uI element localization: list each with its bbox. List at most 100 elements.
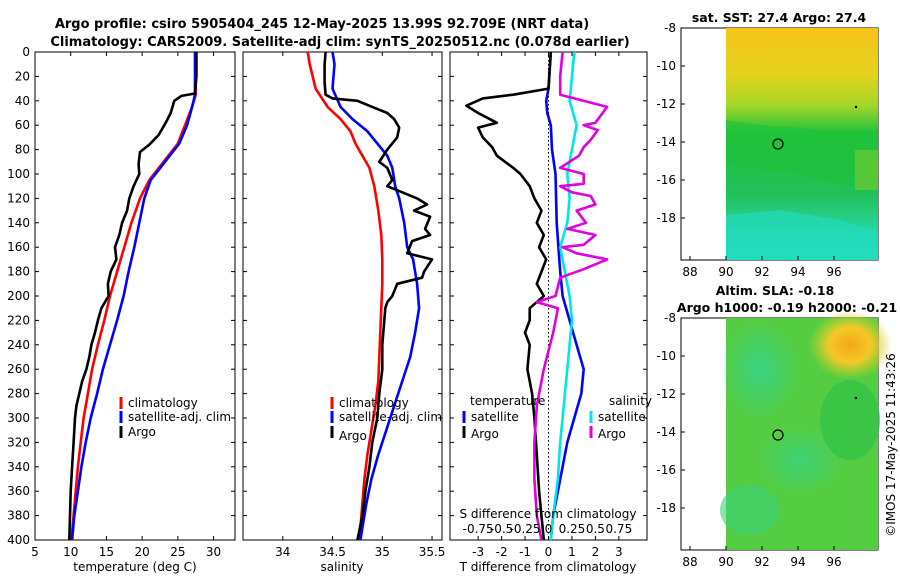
- temperature-legend: climatology satellite-adj. clim Argo: [119, 396, 231, 439]
- series-s-satellite: [549, 51, 578, 541]
- lon-tick-label: 92: [754, 555, 769, 569]
- sla-field: [720, 310, 892, 550]
- salinity-series: [306, 51, 434, 541]
- lat-tick-label: -18: [656, 501, 676, 515]
- legend-label-t-satellite: satellite: [471, 410, 519, 424]
- s-diff-tick-label: -0.5: [490, 522, 513, 536]
- temperature-axes-frame: [34, 51, 236, 541]
- legend-label-climatology: climatology: [128, 396, 198, 410]
- x-tick-label: 25: [170, 545, 185, 559]
- lat-tick-label: -18: [656, 211, 676, 225]
- depth-axis-ticks: 0 20 40 60 80 100 120 140 160 180 200 220 240 260 280 3…: [7, 45, 235, 547]
- depth-tick-label: 160: [7, 240, 30, 254]
- depth-tick-label: 360: [7, 484, 30, 498]
- depth-tick-label: 340: [7, 460, 30, 474]
- depth-tick-label: 100: [7, 167, 30, 181]
- depth-tick-label: 260: [7, 362, 30, 376]
- series-t-argo: [465, 51, 553, 541]
- depth-tick-label: 380: [7, 509, 30, 523]
- s-diff-tick-label: 0: [545, 522, 553, 536]
- x-tick-label: 35.5: [419, 545, 446, 559]
- series-climatology: [70, 52, 197, 541]
- depth-tick-label: 320: [7, 435, 30, 449]
- depth-tick-label: 140: [7, 216, 30, 230]
- temperature-xlabel: temperature (deg C): [73, 560, 196, 574]
- legend-title-salinity: salinity: [609, 394, 652, 408]
- lat-tick-label: -16: [656, 173, 676, 187]
- s-diff-tick-label: 0.25: [559, 522, 586, 536]
- lon-tick-label: 92: [754, 265, 769, 279]
- legend-label-argo: Argo: [339, 429, 367, 443]
- x-tick-label: 34: [275, 545, 290, 559]
- lat-tick-label: -10: [656, 349, 676, 363]
- lat-tick-label: -12: [656, 97, 676, 111]
- sst-map-panel: sat. SST: 27.4 Argo: 27.4 -8 -10 -12 -14 -16…: [656, 10, 879, 279]
- salinity-axis-ticks: 34 34.5 35 35.5: [275, 52, 445, 559]
- sla-map-title-line1: Altim. SLA: -0.18: [716, 283, 835, 298]
- legend-label-satellite: satellite-adj. clim: [128, 410, 231, 424]
- x-tick-label: 10: [63, 545, 78, 559]
- sla-map-panel: Altim. SLA: -0.18 Argo h1000: -0.19 h200…: [656, 283, 897, 569]
- difference-legend: temperature salinity satellite Argo sate…: [462, 394, 652, 441]
- series-argo: [323, 51, 434, 541]
- salinity-panel: 34 34.5 35 35.5 climatology satellite-adj. …: [242, 51, 445, 574]
- depth-tick-label: 0: [22, 45, 30, 59]
- legend-label-climatology: climatology: [339, 396, 409, 410]
- sst-map-title: sat. SST: 27.4 Argo: 27.4: [692, 10, 867, 25]
- depth-tick-label: 20: [15, 69, 30, 83]
- s-diff-tick-label: -0.75: [463, 522, 494, 536]
- s-diff-tick-label: 0.5: [586, 522, 605, 536]
- figure-title-line2: Climatology: CARS2009. Satellite-adj cli…: [50, 35, 629, 50]
- lat-tick-label: -14: [656, 135, 676, 149]
- depth-tick-label: 60: [15, 118, 30, 132]
- lon-tick-label: 94: [790, 555, 805, 569]
- lat-tick-label: -14: [656, 425, 676, 439]
- x-tick-label: -2: [496, 545, 508, 559]
- island-dot: [854, 105, 858, 109]
- lon-tick-label: 96: [826, 265, 841, 279]
- difference-panel: -3 -2 -1 0 1 2 3 temperature salinity satellit…: [449, 51, 652, 574]
- series-t-satellite: [544, 51, 586, 541]
- depth-tick-label: 80: [15, 143, 30, 157]
- sst-map-ticks: -8 -10 -12 -14 -16 -18 88 90 92 94 96: [656, 21, 841, 279]
- series-climatology: [306, 51, 384, 541]
- temperature-panel: 0 20 40 60 80 100 120 140 160 180 200 220 240 260 280 3…: [7, 45, 236, 574]
- series-satellite-adj-clim: [70, 52, 197, 541]
- island-dot: [854, 396, 858, 400]
- s-diff-tick-label: -0.25: [510, 522, 541, 536]
- series-s-argo: [533, 51, 609, 541]
- credit-label: ©IMOS 17-May-2025 11:43:26: [884, 353, 898, 537]
- x-tick-label: 2: [592, 545, 600, 559]
- legend-label-argo: Argo: [128, 425, 156, 439]
- salinity-difference-ticks: -0.75-0.5-0.25 0 0.25 0.5 0.75: [463, 522, 633, 536]
- x-tick-label: 35: [375, 545, 390, 559]
- legend-label-satellite: satellite-adj. clim: [339, 410, 442, 424]
- legend-label-s-satellite: satellite: [598, 410, 646, 424]
- legend-label-s-argo: Argo: [598, 427, 626, 441]
- lon-tick-label: 88: [682, 265, 697, 279]
- depth-tick-label: 280: [7, 387, 30, 401]
- lon-tick-label: 96: [826, 555, 841, 569]
- lat-tick-label: -10: [656, 59, 676, 73]
- x-tick-label: 1: [568, 545, 576, 559]
- figure-title-line1: Argo profile: csiro 5905404_245 12-May-2…: [55, 17, 589, 32]
- lat-tick-label: -12: [656, 387, 676, 401]
- difference-axis-ticks: -3 -2 -1 0 1 2 3: [472, 52, 623, 559]
- depth-tick-label: 240: [7, 338, 30, 352]
- argo-position-marker: [772, 429, 784, 441]
- lon-tick-label: 88: [682, 555, 697, 569]
- lat-tick-label: -8: [664, 21, 676, 35]
- lat-tick-label: -16: [656, 463, 676, 477]
- depth-tick-label: 40: [15, 94, 30, 108]
- salinity-depth-ticks: [243, 51, 442, 541]
- x-tick-label: -3: [472, 545, 484, 559]
- temperature-series: [68, 52, 198, 541]
- x-tick-label: 30: [206, 545, 221, 559]
- depth-tick-label: 120: [7, 191, 30, 205]
- depth-tick-label: 180: [7, 265, 30, 279]
- depth-tick-label: 300: [7, 411, 30, 425]
- x-tick-label: -1: [519, 545, 531, 559]
- series-argo: [68, 52, 198, 541]
- x-tick-label: 20: [135, 545, 150, 559]
